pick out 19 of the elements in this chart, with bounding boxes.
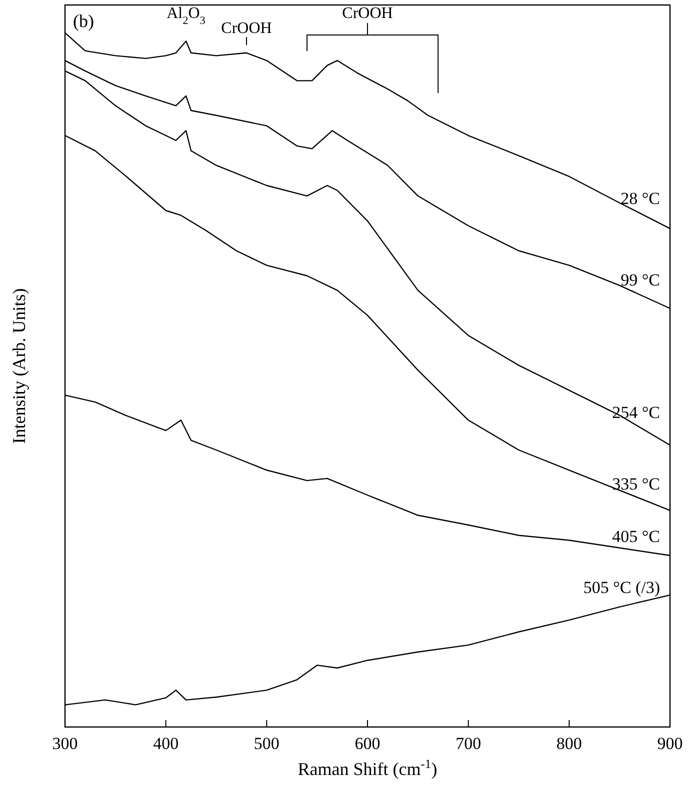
- x-axis-title: Raman Shift (cm$^{-1}$): [298, 757, 438, 779]
- series-label: 28 °C: [620, 189, 660, 208]
- series-label: 99 °C: [620, 270, 660, 290]
- annotation: CrOOH: [221, 20, 272, 37]
- x-tick-label: 300: [52, 734, 78, 753]
- x-tick-label: 500: [254, 734, 280, 753]
- x-tick-label: 600: [354, 734, 380, 753]
- x-tick-label: 700: [456, 734, 482, 753]
- text: CrOOH: [342, 5, 394, 22]
- series-label: 505 °C (/3): [583, 578, 660, 598]
- series-label: 405 °C: [612, 526, 660, 546]
- x-tick-label: 400: [153, 734, 179, 753]
- text: Al$_{2}$O$_{3}$: [166, 5, 206, 27]
- y-axis-title: Intensity (Arb. Units): [9, 288, 29, 444]
- text: (b): [73, 11, 94, 31]
- series-label: 254 °C: [612, 403, 660, 422]
- x-tick-label: 900: [657, 734, 683, 753]
- series-label: 335 °C: [612, 474, 660, 494]
- x-tick-label: 800: [556, 734, 582, 753]
